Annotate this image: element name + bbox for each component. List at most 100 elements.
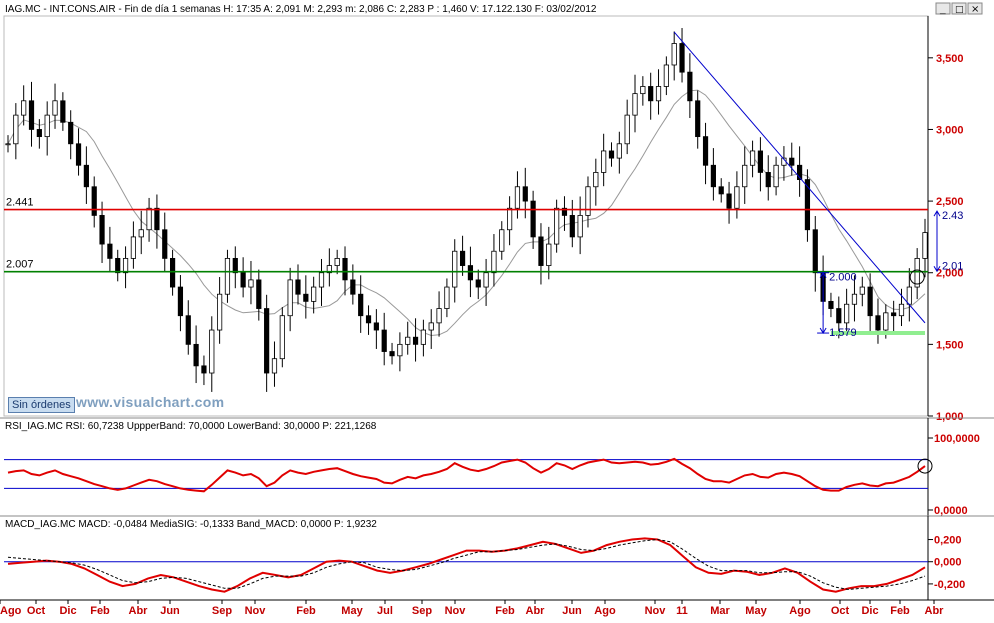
candle-body <box>726 193 732 209</box>
x-tick-label: Oct <box>27 605 46 617</box>
candle-body <box>318 272 325 288</box>
candle-body <box>828 300 834 309</box>
candle-body <box>499 229 505 252</box>
moving-average-line <box>7 89 926 337</box>
rsi-panel: RSI_IAG.MC RSI: 60,7238 UppperBand: 70,0… <box>0 417 994 517</box>
candle-body <box>350 279 356 295</box>
candle-body <box>5 143 11 146</box>
candle-body <box>13 114 19 145</box>
candle-body <box>773 164 779 188</box>
x-tick-label: Sep <box>212 605 232 617</box>
candle-body <box>710 164 716 188</box>
candle-body <box>648 86 654 102</box>
price-candles <box>5 28 928 392</box>
macd-y-tick-label: 0,200 <box>934 535 962 547</box>
rsi-y-tick-label: 100,0000 <box>934 433 980 445</box>
candle-body <box>757 150 764 173</box>
candle-body <box>295 279 301 295</box>
macd-y-axis: 0,200 0,000 -0,200 <box>928 535 965 591</box>
candle-body <box>702 136 709 166</box>
candle-body <box>130 236 137 259</box>
candle-body <box>256 279 262 309</box>
candle-body <box>224 257 231 295</box>
candle-body <box>679 43 685 73</box>
candle-body <box>146 207 152 231</box>
x-tick-label: Ago <box>0 605 22 617</box>
candle-body <box>640 86 646 95</box>
x-tick-label: Feb <box>495 605 515 617</box>
annotation-label: 2.01 <box>942 260 963 272</box>
candle-body <box>734 186 740 209</box>
candle-body <box>530 200 536 238</box>
candle-body <box>718 186 724 195</box>
watermark: www.visualchart.com <box>76 394 225 410</box>
x-tick-label: Feb <box>296 605 316 617</box>
price-y-tick-label: 3,500 <box>936 53 964 65</box>
candle-body <box>569 215 575 238</box>
x-tick-label: Jun <box>562 605 582 617</box>
candle-body <box>742 164 748 188</box>
price-y-tick-label: 2,500 <box>936 196 964 208</box>
candle-body <box>452 250 458 288</box>
svg-text:_: _ <box>939 4 946 15</box>
candle-body <box>616 143 622 159</box>
candle-body <box>334 257 340 266</box>
candle-body <box>608 150 615 159</box>
candle-body <box>60 100 66 123</box>
candle-body <box>381 329 387 352</box>
candle-body <box>412 336 419 345</box>
candle-body <box>99 215 105 245</box>
candle-body <box>914 257 920 288</box>
candle-body <box>671 43 677 66</box>
rsi-bands <box>4 459 928 489</box>
candle-body <box>44 114 50 138</box>
candle-body <box>68 121 74 145</box>
candle-body <box>248 279 254 288</box>
candle-body <box>169 257 176 288</box>
price-y-tick-label: 1,500 <box>936 339 964 351</box>
level-label: 2.441 <box>6 197 34 209</box>
close-button[interactable]: × <box>967 2 983 15</box>
candle-body <box>240 272 246 288</box>
x-tick-label: May <box>745 605 767 617</box>
candle-body <box>859 286 865 295</box>
price-levels: 2.441 2.007 <box>4 31 928 324</box>
candle-body <box>538 236 544 266</box>
minimize-button[interactable]: _ <box>935 2 951 15</box>
candle-body <box>177 286 184 317</box>
x-tick-label: Abr <box>129 605 149 617</box>
rsi-y-tick-label: 0,0000 <box>934 505 968 517</box>
candle-body <box>796 164 803 180</box>
x-tick-label: Oct <box>831 605 850 617</box>
candle-body <box>279 315 285 360</box>
candle-body <box>52 100 58 116</box>
rsi-marker <box>917 458 933 474</box>
candle-body <box>687 71 693 102</box>
macd-line <box>7 537 926 593</box>
maximize-button[interactable]: □ <box>951 2 967 15</box>
x-tick-label: Nov <box>645 605 667 617</box>
candle-body <box>844 303 850 324</box>
candle-body <box>632 93 638 116</box>
candle-body <box>655 86 662 102</box>
candle-body <box>138 229 144 238</box>
signal-line <box>7 538 926 591</box>
price-y-tick-label: 3,000 <box>936 124 964 136</box>
x-tick-label: Jun <box>160 605 180 617</box>
sin-ordenes-button[interactable]: Sin órdenes <box>8 397 75 413</box>
candle-body <box>436 308 442 324</box>
candle-body <box>875 315 881 331</box>
candle-body <box>185 315 191 345</box>
candle-body <box>91 186 97 216</box>
candle-body <box>459 250 466 266</box>
candle-body <box>561 207 568 216</box>
x-tick-label: Feb <box>890 605 910 617</box>
candle-body <box>883 312 889 331</box>
x-tick-label: Ago <box>789 605 811 617</box>
candle-body <box>624 114 630 145</box>
price-panel-header: IAG.MC - INT.CONS.AIR - Fin de día 1 sem… <box>5 4 597 15</box>
candle-body <box>326 265 332 274</box>
candle-body <box>475 279 481 288</box>
